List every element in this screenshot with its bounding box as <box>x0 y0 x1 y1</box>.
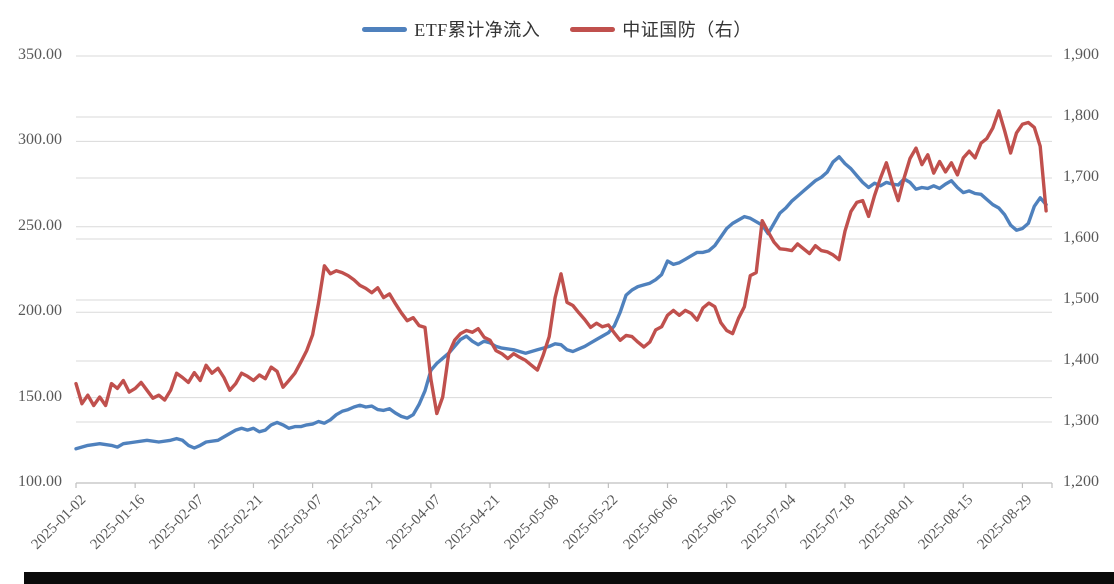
right-axis-label: 1,400 <box>1063 351 1099 368</box>
left-axis-label: 250.00 <box>18 216 62 234</box>
right-axis-label: 1,300 <box>1063 412 1099 429</box>
etf-series-swatch-icon <box>362 26 408 32</box>
etf-netinflow-line <box>74 155 1048 451</box>
right-axis-label: 1,200 <box>1063 473 1099 490</box>
bottom-bar <box>24 572 1114 584</box>
csi-defense-index-line <box>74 109 1048 416</box>
left-axis-label: 200.00 <box>18 302 62 320</box>
legend-item-etf: ETF累计净流入 <box>362 16 540 42</box>
left-axis-label: 150.00 <box>18 387 62 405</box>
left-axis-label: 300.00 <box>18 131 62 149</box>
legend-label-index: 中证国防（右） <box>622 20 752 40</box>
right-axis-label: 1,500 <box>1063 290 1099 307</box>
left-axis-label: 100.00 <box>18 473 62 490</box>
legend-label-etf: ETF累计净流入 <box>414 20 541 40</box>
right-axis-label: 1,600 <box>1063 229 1099 246</box>
left-axis-label: 350.00 <box>18 46 62 63</box>
right-axis-label: 1,900 <box>1063 46 1099 63</box>
legend-item-index: 中证国防（右） <box>570 16 752 42</box>
index-series-swatch-icon <box>570 26 616 32</box>
chart-legend: ETF累计净流入 中证国防（右） <box>0 16 1114 42</box>
right-axis-label: 1,700 <box>1063 168 1099 185</box>
right-axis-label: 1,800 <box>1063 107 1099 124</box>
